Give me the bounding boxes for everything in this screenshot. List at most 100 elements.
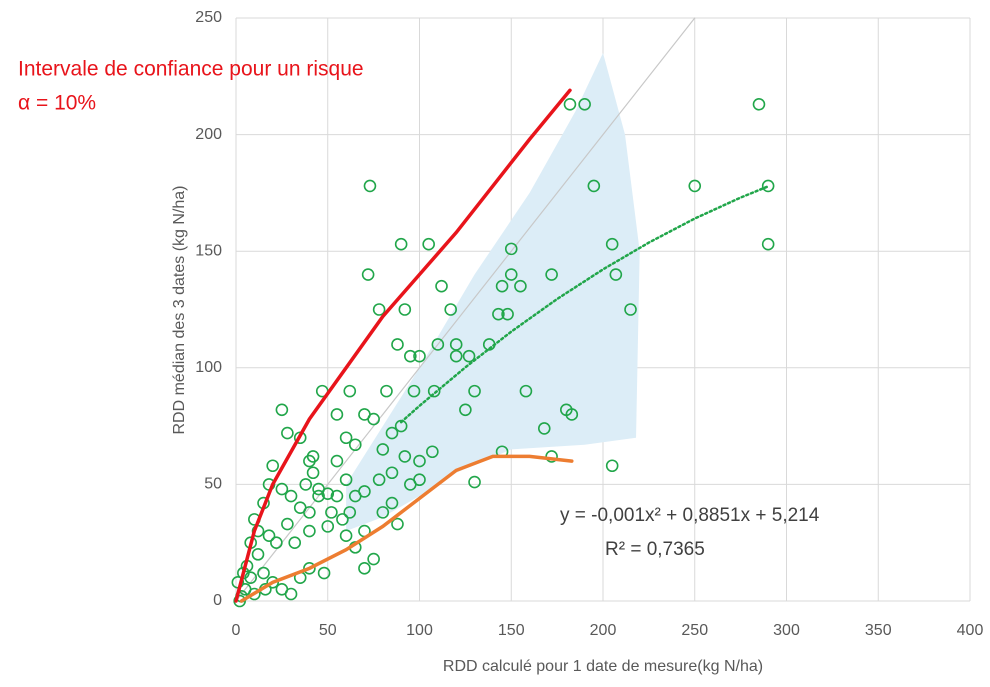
point — [761, 237, 775, 251]
point — [270, 536, 283, 550]
point — [398, 303, 412, 316]
point — [380, 384, 393, 398]
point — [325, 506, 338, 519]
point — [317, 566, 331, 580]
point — [367, 552, 380, 566]
curve — [234, 88, 572, 603]
point — [449, 349, 463, 363]
point — [376, 506, 390, 519]
point — [367, 412, 380, 426]
y-tick-label: 200 — [195, 126, 222, 143]
curve — [235, 17, 696, 602]
r-squared: R² = 0,7365 — [605, 539, 705, 560]
point — [343, 384, 357, 398]
point — [391, 517, 404, 531]
point — [306, 466, 320, 480]
x-tick-label: 100 — [406, 622, 433, 639]
point — [413, 349, 426, 363]
confidence-area — [346, 52, 640, 532]
point — [413, 454, 426, 468]
point — [468, 384, 481, 398]
y-tick-label: 0 — [213, 592, 222, 609]
point — [545, 268, 558, 281]
point — [248, 587, 261, 601]
curve — [399, 185, 770, 424]
point — [262, 529, 276, 543]
point — [609, 268, 623, 281]
point — [462, 349, 476, 363]
point — [404, 349, 417, 363]
point — [435, 279, 448, 293]
point — [492, 307, 505, 321]
point — [394, 237, 408, 251]
point — [266, 459, 280, 473]
point — [427, 384, 441, 398]
point — [495, 279, 509, 293]
point — [233, 594, 246, 608]
point — [363, 179, 377, 193]
point — [459, 403, 472, 417]
x-tick-label: 400 — [957, 622, 984, 639]
y-axis-label: RDD médian des 3 dates (kg N/ha) — [171, 186, 188, 435]
point — [339, 473, 353, 487]
x-tick-label: 0 — [232, 622, 241, 639]
point — [303, 524, 316, 538]
y-tick-label: 250 — [195, 9, 222, 26]
point — [413, 473, 426, 487]
point — [422, 237, 435, 251]
point — [288, 536, 302, 550]
y-tick-label: 100 — [195, 359, 222, 376]
point — [372, 473, 386, 487]
x-tick-label: 150 — [498, 622, 525, 639]
point — [358, 562, 371, 575]
equation: y = -0,001x² + 0,8851x + 5,214 — [560, 505, 820, 526]
point — [321, 487, 335, 501]
annotation: α = 10% — [18, 92, 96, 115]
x-tick-label: 350 — [865, 622, 892, 639]
point — [431, 338, 445, 351]
point — [605, 237, 619, 251]
point — [761, 179, 775, 193]
y-tick-label: 150 — [195, 242, 222, 259]
y-tick-label: 50 — [204, 476, 222, 493]
point — [519, 384, 533, 398]
point — [312, 489, 325, 503]
point — [444, 303, 457, 316]
point — [303, 506, 316, 519]
point — [299, 478, 313, 491]
point — [605, 459, 619, 473]
x-axis-label: RDD calculé pour 1 date de mesure(kg N/h… — [443, 658, 763, 675]
point — [385, 466, 399, 480]
point — [361, 268, 375, 281]
point — [321, 520, 335, 533]
point — [251, 548, 265, 561]
x-tick-label: 200 — [590, 622, 617, 639]
point — [501, 307, 514, 321]
point — [752, 97, 766, 111]
point — [587, 179, 601, 193]
x-tick-label: 250 — [681, 622, 708, 639]
x-tick-label: 300 — [773, 622, 800, 639]
point — [385, 426, 399, 440]
point — [398, 450, 412, 463]
point — [275, 482, 289, 496]
point — [330, 489, 344, 503]
point — [275, 403, 289, 417]
point — [624, 303, 637, 316]
point — [385, 496, 399, 510]
annotation: Intervale de confiance pour un risque — [18, 58, 364, 81]
point — [284, 587, 298, 601]
point — [376, 443, 390, 456]
point — [504, 242, 518, 256]
point — [468, 475, 481, 489]
point — [372, 303, 386, 316]
point — [358, 485, 371, 498]
point — [306, 450, 320, 463]
point — [563, 97, 577, 111]
point — [426, 445, 439, 459]
point — [578, 97, 591, 111]
point — [330, 408, 344, 421]
point — [303, 562, 316, 575]
point — [257, 566, 270, 580]
